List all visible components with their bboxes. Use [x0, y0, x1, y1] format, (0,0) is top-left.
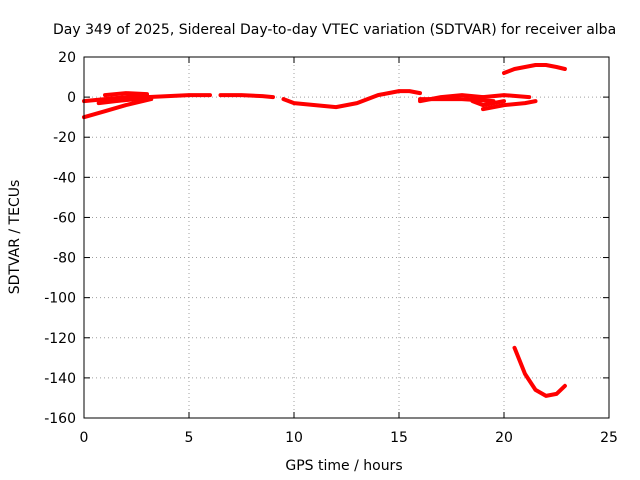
grid-layer [84, 57, 609, 418]
series-track-m [502, 63, 567, 75]
series-track-c [96, 95, 154, 106]
y-tick-label: -20 [53, 130, 76, 146]
series-track-j [470, 99, 506, 108]
plot-frame [83, 56, 610, 419]
series-track-k [481, 99, 538, 112]
chart-title: Day 349 of 2025, Sidereal Day-to-day VTE… [53, 22, 616, 38]
x-tick-label: 15 [390, 430, 408, 446]
y-tick-label: -120 [44, 331, 76, 347]
series-track-b [82, 97, 154, 120]
y-tick-label: -80 [53, 251, 76, 267]
series-track-l [481, 93, 532, 100]
series-track-f [218, 93, 275, 100]
y-axis-label: SDTVAR / TECUs [7, 180, 23, 295]
x-tick-label: 0 [80, 430, 89, 446]
x-tick-label: 20 [495, 430, 513, 446]
x-tick-label: 10 [285, 430, 303, 446]
y-tick-label: -40 [53, 170, 76, 186]
y-tick-label: 20 [58, 50, 76, 66]
series-track-g [281, 89, 422, 110]
series-track-e [145, 93, 212, 100]
x-axis-label: GPS time / hours [285, 458, 402, 474]
series-layer [82, 63, 567, 398]
series-track-a [82, 93, 149, 104]
y-tick-label: -160 [44, 411, 76, 427]
y-tick-label: -60 [53, 210, 76, 226]
series-track-d [103, 91, 149, 98]
x-tick-label: 25 [600, 430, 618, 446]
y-tick-label: -100 [44, 291, 76, 307]
series-track-i [418, 97, 496, 104]
y-tick-label: -140 [44, 371, 76, 387]
y-tick-label: 0 [67, 90, 76, 106]
series-track-n [512, 345, 567, 398]
x-tick-label: 5 [185, 430, 194, 446]
